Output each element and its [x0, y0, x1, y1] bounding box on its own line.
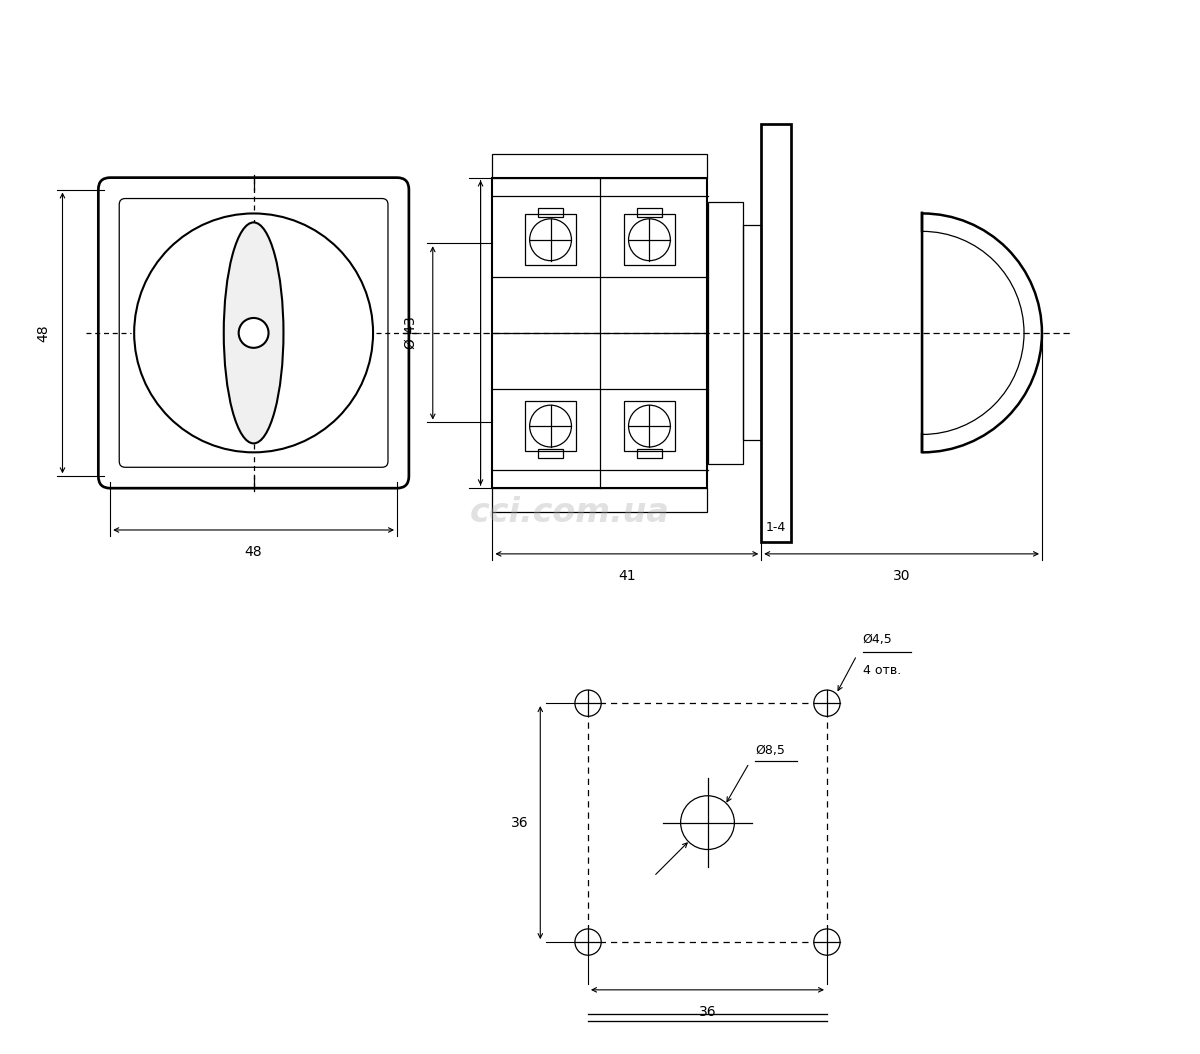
- Circle shape: [529, 405, 571, 447]
- Circle shape: [239, 318, 269, 348]
- Circle shape: [814, 929, 840, 955]
- Bar: [526, 401, 576, 451]
- Text: 36: 36: [511, 816, 528, 829]
- Text: 36: 36: [698, 1004, 716, 1019]
- Circle shape: [529, 219, 571, 260]
- Bar: [492, 178, 708, 488]
- Text: 1-4: 1-4: [766, 521, 786, 534]
- Text: 4 отв.: 4 отв.: [863, 664, 901, 678]
- Bar: [761, 124, 791, 542]
- Circle shape: [814, 690, 840, 717]
- Bar: [538, 449, 563, 457]
- Text: 30: 30: [893, 569, 911, 583]
- Text: 48: 48: [245, 545, 263, 559]
- Bar: [624, 401, 674, 451]
- Bar: [526, 214, 576, 266]
- Bar: [492, 154, 708, 178]
- Circle shape: [575, 690, 601, 717]
- Bar: [492, 488, 708, 512]
- Bar: [743, 226, 761, 441]
- Bar: [708, 201, 743, 465]
- Text: Ø8,5: Ø8,5: [755, 744, 785, 757]
- Text: Ø4,5: Ø4,5: [863, 633, 893, 646]
- Circle shape: [575, 929, 601, 955]
- Circle shape: [680, 796, 734, 850]
- Bar: [637, 208, 662, 217]
- Circle shape: [629, 405, 671, 447]
- Ellipse shape: [223, 222, 283, 444]
- Circle shape: [629, 219, 671, 260]
- Text: Ø 43: Ø 43: [404, 316, 418, 349]
- Text: cci.com.ua: cci.com.ua: [470, 495, 670, 528]
- Text: 41: 41: [618, 569, 636, 583]
- Bar: [637, 449, 662, 457]
- Bar: [538, 208, 563, 217]
- Bar: [624, 214, 674, 266]
- Text: 48: 48: [36, 324, 50, 341]
